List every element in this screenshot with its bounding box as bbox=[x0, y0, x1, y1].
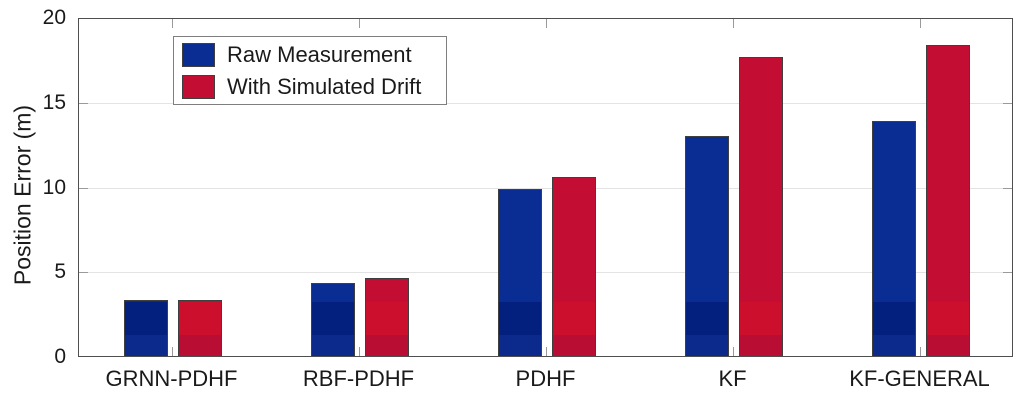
bar-raw-measurement-kf-general bbox=[871, 121, 916, 356]
y-tick-label-10: 10 bbox=[42, 175, 66, 199]
plot-area bbox=[78, 18, 1013, 357]
bar-raw-measurement-rbf-pdhf bbox=[310, 283, 355, 356]
y-tick-label-0: 0 bbox=[54, 345, 66, 368]
y-tick-label-15: 15 bbox=[42, 90, 66, 114]
left-tick-10 bbox=[79, 187, 88, 189]
bar-raw-measurement-kf bbox=[684, 136, 729, 356]
bottom-tick-rbf-pdhf bbox=[358, 347, 360, 356]
gridline-y-5 bbox=[79, 272, 1012, 274]
legend-entry-raw-measurement: Raw Measurement bbox=[182, 39, 446, 71]
bar-with-simulated-drift-kf-general bbox=[925, 45, 970, 356]
top-tick-rbf-pdhf bbox=[358, 19, 360, 28]
bottom-tick-kf bbox=[732, 347, 734, 356]
legend-entry-with-simulated-drift: With Simulated Drift bbox=[182, 71, 446, 103]
x-tick-label-pdhf: PDHF bbox=[515, 366, 576, 391]
top-tick-grnn-pdhf bbox=[171, 19, 173, 28]
gridline-y-10 bbox=[79, 187, 1012, 189]
bar-with-simulated-drift-grnn-pdhf bbox=[177, 300, 222, 356]
x-tick-label-kf: KF bbox=[718, 366, 747, 391]
bar-raw-measurement-grnn-pdhf bbox=[123, 300, 168, 356]
y-tick-label-20: 20 bbox=[42, 6, 66, 29]
legend-label-raw-measurement: Raw Measurement bbox=[227, 41, 412, 67]
bar-with-simulated-drift-rbf-pdhf bbox=[364, 278, 409, 356]
top-tick-pdhf bbox=[545, 19, 547, 28]
bar-with-simulated-drift-pdhf bbox=[551, 177, 596, 356]
y-tick-label-5: 5 bbox=[54, 260, 66, 284]
left-tick-15 bbox=[79, 102, 88, 104]
legend-swatch-with-simulated-drift bbox=[182, 74, 215, 99]
top-tick-kf bbox=[732, 19, 734, 28]
x-tick-label-rbf-pdhf: RBF-PDHF bbox=[302, 366, 415, 391]
gridline-y-15 bbox=[79, 102, 1012, 104]
right-tick-10 bbox=[1003, 187, 1012, 189]
x-tick-label-kf-general: KF-GENERAL bbox=[849, 366, 990, 391]
left-tick-5 bbox=[79, 272, 88, 274]
bar-raw-measurement-pdhf bbox=[497, 189, 542, 356]
top-tick-kf-general bbox=[919, 19, 921, 28]
legend-label-with-simulated-drift: With Simulated Drift bbox=[227, 73, 422, 99]
bar-with-simulated-drift-kf bbox=[738, 57, 783, 356]
bottom-tick-kf-general bbox=[919, 347, 921, 356]
legend: Raw Measurement With Simulated Drift bbox=[173, 36, 447, 105]
x-tick-label-grnn-pdhf: GRNN-PDHF bbox=[105, 366, 238, 391]
right-tick-5 bbox=[1003, 272, 1012, 274]
right-tick-15 bbox=[1003, 102, 1012, 104]
bottom-tick-grnn-pdhf bbox=[171, 347, 173, 356]
legend-swatch-raw-measurement bbox=[182, 42, 215, 67]
bottom-tick-pdhf bbox=[545, 347, 547, 356]
